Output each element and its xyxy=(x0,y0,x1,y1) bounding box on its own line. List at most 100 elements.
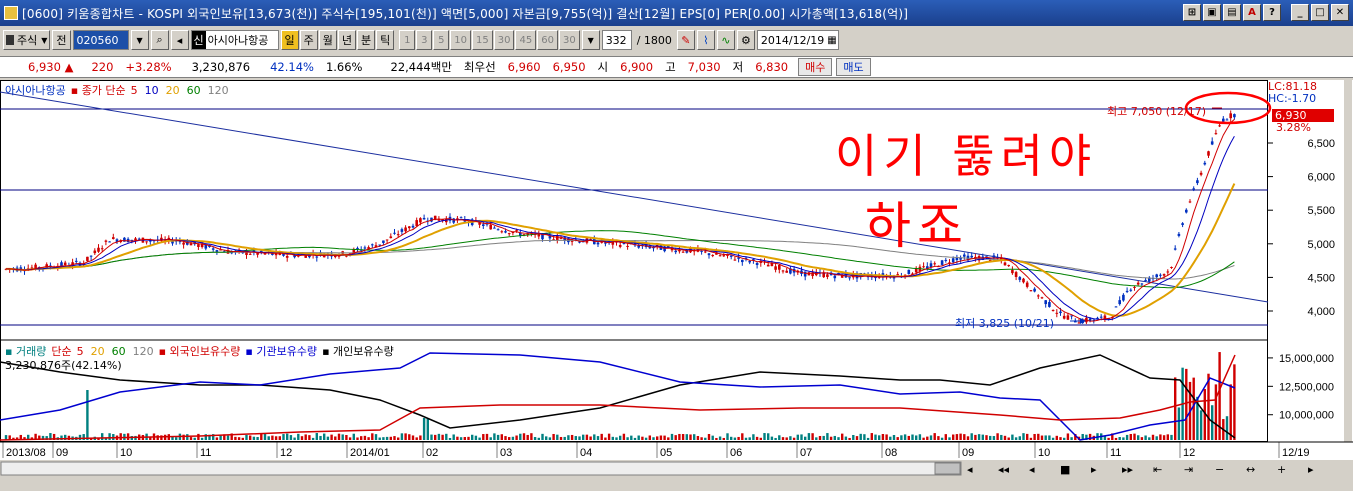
ma20-line xyxy=(6,183,1236,317)
minute-tab[interactable]: 60 xyxy=(537,30,558,50)
nav-control-icon[interactable]: ◂ xyxy=(1029,463,1035,476)
buy-button[interactable]: 매수 xyxy=(798,58,833,76)
speaker-icon[interactable]: ◂ xyxy=(170,30,189,50)
nav-control-icon[interactable]: ▸ xyxy=(1308,463,1314,476)
candle-body xyxy=(1173,248,1177,250)
volume-bar xyxy=(1144,435,1147,440)
nav-control-icon[interactable]: ▸▸ xyxy=(1122,463,1134,476)
volume-bar xyxy=(1214,384,1218,440)
print-icon[interactable]: ▤ xyxy=(1223,4,1241,21)
settings-icon[interactable]: ⚙ xyxy=(736,30,755,50)
candle-body xyxy=(219,249,222,251)
market-selector[interactable]: 주식 ▼ xyxy=(3,30,51,50)
stock-code-input[interactable]: 020560 xyxy=(72,30,129,50)
date-input[interactable]: 2014/12/19 ▦ xyxy=(756,30,839,50)
candle-body xyxy=(718,255,722,257)
candle-body xyxy=(452,218,455,223)
calendar-icon[interactable]: ▦ xyxy=(827,34,837,46)
candle-body xyxy=(604,242,607,244)
period-tab[interactable]: 주 xyxy=(299,30,318,50)
bar-count-input[interactable]: 332 xyxy=(601,30,632,50)
period-tab[interactable]: 분 xyxy=(357,30,376,50)
volume-bar xyxy=(422,418,426,440)
period-tab[interactable]: 월 xyxy=(318,30,337,50)
volume-bar xyxy=(615,437,618,440)
volume-bar xyxy=(985,435,988,440)
minute-tab[interactable]: 5 xyxy=(433,30,450,50)
candle-body xyxy=(263,253,267,255)
minute-tab[interactable]: 15 xyxy=(472,30,493,50)
chart-type-icon[interactable]: ⌇ xyxy=(696,30,715,50)
indicator-icon[interactable]: ∿ xyxy=(716,30,735,50)
volume-bar xyxy=(940,437,944,440)
copy-icon[interactable]: ▣ xyxy=(1203,4,1221,21)
maximize-button[interactable]: □ xyxy=(1311,4,1329,21)
volume-bar xyxy=(1026,433,1029,440)
volume-bar xyxy=(289,435,293,440)
search-icon[interactable]: ⌕ xyxy=(150,30,169,50)
minute-tab[interactable]: 10 xyxy=(450,30,472,50)
candle-body xyxy=(1181,223,1184,225)
link-icon[interactable]: ⊞ xyxy=(1183,4,1201,21)
date-axis-label: 10 xyxy=(120,447,132,459)
volume-bar xyxy=(149,437,152,440)
candle-body xyxy=(285,255,289,258)
code-dropdown[interactable]: ▼ xyxy=(130,30,149,50)
prev-button[interactable]: 전 xyxy=(52,30,71,50)
minute-tab[interactable]: 30 xyxy=(558,30,580,50)
period-tab[interactable]: 틱 xyxy=(376,30,395,50)
chart-area[interactable]: 6,500 6,000 5,500 5,000 4,500 4,000 15,000,000… xyxy=(0,80,1353,491)
volume-bar xyxy=(903,434,907,440)
close-button[interactable]: ✕ xyxy=(1331,4,1349,21)
volume-bar xyxy=(763,433,766,440)
candle-body xyxy=(1144,279,1147,281)
sell-button[interactable]: 매도 xyxy=(836,58,871,76)
minute-tab[interactable]: 45 xyxy=(515,30,537,50)
volume-bar xyxy=(319,435,322,440)
volume-bar xyxy=(963,434,966,440)
help-icon[interactable]: ? xyxy=(1263,4,1281,21)
volume-bar xyxy=(41,435,45,440)
period-tab[interactable]: 일 xyxy=(280,30,299,50)
nav-control-icon[interactable]: ■ xyxy=(1060,463,1070,476)
candle-body xyxy=(104,240,108,242)
minute-tab[interactable]: 3 xyxy=(416,30,433,50)
nav-control-icon[interactable]: ▸ xyxy=(1091,463,1097,476)
minute-tabs: 1 3 5 10 15 30 45 60 30 xyxy=(399,30,580,50)
candle-body xyxy=(1040,297,1044,299)
date-axis-label: 02 xyxy=(426,447,438,459)
candle-body xyxy=(1214,133,1218,135)
candle-body xyxy=(211,248,215,250)
volume-bar xyxy=(526,434,529,440)
candle-body xyxy=(774,266,777,270)
chart-frame xyxy=(0,80,1268,442)
candle-body xyxy=(1170,267,1173,269)
candle-body xyxy=(959,257,962,260)
volume-bar xyxy=(752,434,755,440)
nav-control-icon[interactable]: − xyxy=(1215,463,1224,476)
candle-body xyxy=(322,255,326,258)
candle-body xyxy=(729,255,733,257)
minute-dropdown[interactable]: ▼ xyxy=(581,30,600,50)
nav-control-icon[interactable]: + xyxy=(1277,463,1286,476)
candle-body xyxy=(93,250,97,254)
window-title: [0600] 키움종합차트 - KOSPI 외국인보유[13,673(천)] 주… xyxy=(22,6,909,21)
minute-tab[interactable]: 1 xyxy=(399,30,416,50)
minimize-button[interactable]: _ xyxy=(1291,4,1309,21)
nav-control-icon[interactable]: ⇥ xyxy=(1184,463,1193,476)
period-tab[interactable]: 년 xyxy=(337,30,357,50)
legend-stock-name: 아시아나항공 xyxy=(5,84,66,97)
nav-control-icon[interactable]: ⇤ xyxy=(1153,463,1162,476)
nav-control-icon[interactable]: ◂ xyxy=(967,463,973,476)
stock-chart[interactable]: 6,500 6,000 5,500 5,000 4,500 4,000 15,000,000… xyxy=(0,80,1353,491)
volume-bar xyxy=(1203,389,1206,440)
volume-bar xyxy=(1040,435,1044,440)
chart-tool-icon[interactable]: ✎ xyxy=(676,30,695,50)
volume-bar xyxy=(219,435,222,440)
volume-bar xyxy=(400,433,404,440)
minute-tab[interactable]: 30 xyxy=(493,30,515,50)
volume-bar xyxy=(1185,368,1188,440)
nav-control-icon[interactable]: ◂◂ xyxy=(998,463,1010,476)
nav-control-icon[interactable]: ↔ xyxy=(1246,463,1255,476)
alert-icon[interactable]: A xyxy=(1243,4,1261,21)
